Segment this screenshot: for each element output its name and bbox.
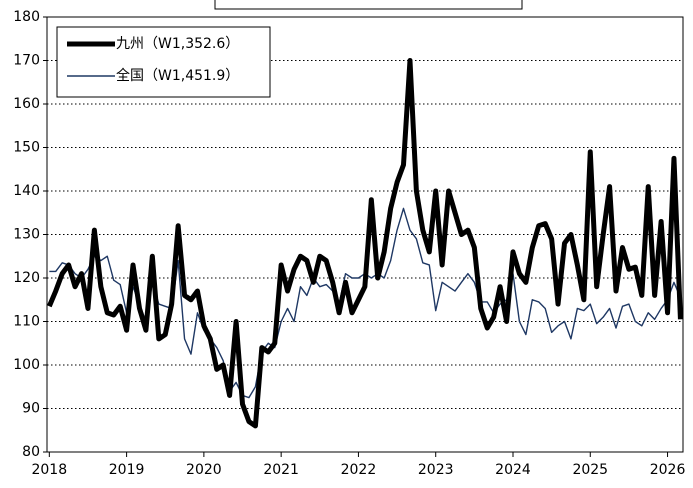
y-tick-label: 90 bbox=[22, 401, 40, 417]
series-line bbox=[47, 58, 683, 429]
y-tick-label: 120 bbox=[13, 270, 40, 286]
legend-label: 全国（W1,451.9） bbox=[116, 67, 239, 84]
y-tick-label: 80 bbox=[22, 444, 40, 460]
legend-label: 九州（W1,352.6） bbox=[116, 36, 239, 52]
y-tick-label: 100 bbox=[13, 357, 40, 373]
x-tick-label: 2018 bbox=[31, 462, 67, 478]
y-tick-label: 110 bbox=[13, 314, 40, 330]
title-box bbox=[214, 0, 523, 10]
x-tick-label: 2026 bbox=[650, 462, 686, 478]
plot-frame bbox=[46, 16, 684, 453]
y-tick-label: 160 bbox=[13, 96, 40, 112]
x-tick-label: 2019 bbox=[109, 462, 145, 478]
y-tick-label: 150 bbox=[13, 140, 40, 156]
y-tick-label: 140 bbox=[13, 183, 40, 199]
x-tick-label: 2020 bbox=[186, 462, 222, 478]
y-tick-label: 180 bbox=[13, 9, 40, 25]
x-tick-label: 2023 bbox=[418, 462, 454, 478]
legend-box bbox=[56, 26, 271, 98]
x-tick-label: 2022 bbox=[341, 462, 377, 478]
x-tick-label: 2021 bbox=[263, 462, 299, 478]
y-tick-label: 130 bbox=[13, 227, 40, 243]
x-tick-label: 2025 bbox=[572, 462, 608, 478]
y-tick-label: 170 bbox=[13, 53, 40, 69]
x-tick-label: 2024 bbox=[495, 462, 531, 478]
